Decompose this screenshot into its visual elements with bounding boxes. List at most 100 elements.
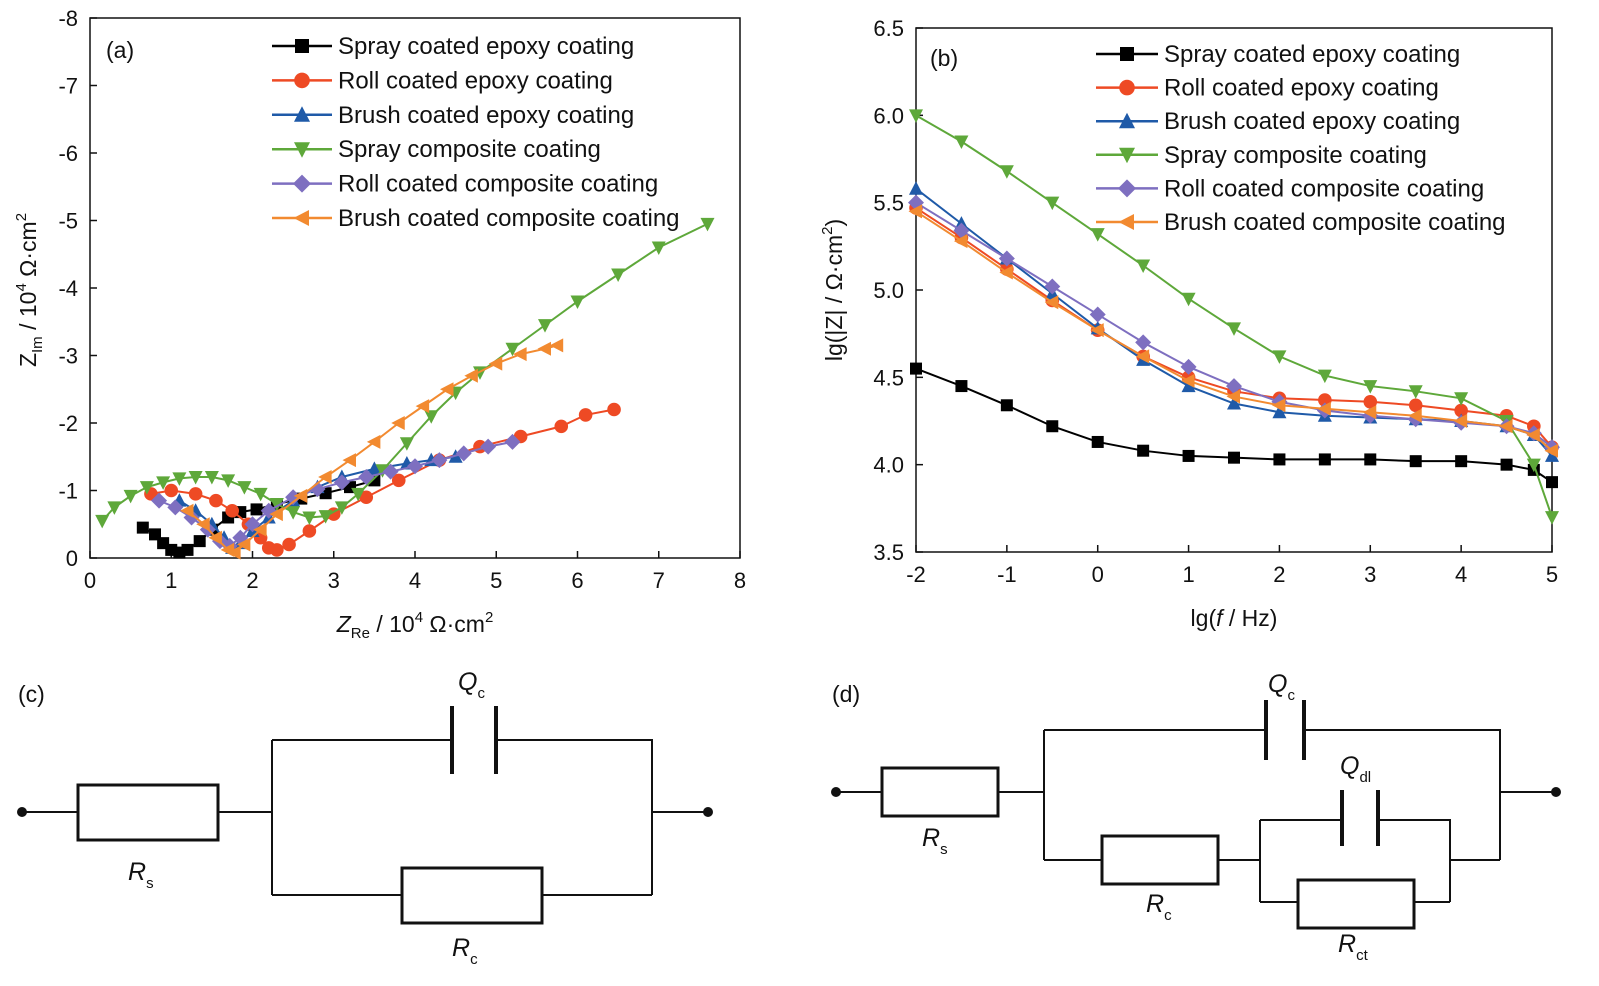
nyquist-data-point [455,445,472,462]
nyquist-data-point [407,458,423,475]
label-rc-d: Rc [1146,890,1172,924]
nyquist-data-point [225,503,239,518]
bode-x-tick-label: 4 [1455,562,1467,587]
nyquist-legend-label: Spray composite coating [338,136,601,163]
nyquist-data-point [366,434,381,449]
bode-data-point [1090,323,1104,338]
nyquist-legend-label: Brush coated epoxy coating [338,102,634,129]
bode-data-point [909,181,923,195]
bode-data-point [1226,389,1240,404]
bode-y-tick-label: 3.5 [873,540,904,565]
label-rs-d: Rs [922,824,948,858]
bode-data-point [1318,453,1331,466]
nyquist-data-point [208,530,222,545]
bode-legend-swatch-marker [1118,214,1134,230]
nyquist-legend-label: Roll coated composite coating [338,171,658,198]
bode-y-axis-label: lg(|Z| / Ω·cm2) [819,219,847,361]
label-rs-c: Rs [128,858,154,892]
nyquist-y-tick-label: -7 [58,74,78,99]
bode-data-point [1181,378,1196,393]
panel-label-d: (d) [832,681,860,707]
nyquist-x-tick-label: 2 [246,568,258,593]
bode-data-point [1044,278,1061,295]
bode-data-point [955,380,968,393]
nyquist-data-point [156,476,171,490]
bode-data-point [1044,295,1059,310]
nyquist-data-point [227,545,241,560]
nyquist-x-ticks: 0 1 2 3 4 5 6 7 8 [84,551,746,593]
nyquist-data-point [269,507,283,522]
bode-x-tick-label: -1 [997,562,1017,587]
nyquist-data-point [391,473,406,488]
nyquist-data-point [193,535,206,548]
bode-data-point [1272,350,1287,364]
bode-data-point [953,234,968,249]
nyquist-data-point [431,452,448,469]
bode-legend-label: Spray composite coating [1164,142,1427,169]
nyquist-data-point [164,483,179,498]
bode-data-point [1408,398,1423,413]
nyquist-data-point [237,481,252,495]
bode-plot-frame [915,27,1553,553]
nyquist-data-point [204,471,219,485]
bode-data-point [1228,451,1240,464]
nyquist-legend-swatch-marker [293,174,311,193]
bode-data-point [910,362,922,375]
bode-data-point [1273,453,1286,466]
nyquist-x-tick-label: 5 [490,568,502,593]
bode-data-point [908,204,922,219]
bode-data-point [1454,392,1469,406]
nyquist-data-point [250,503,263,516]
nyquist-data-point [95,514,110,529]
nyquist-data-point [293,488,308,503]
nyquist-data-point [399,437,414,451]
nyquist-data-point [253,487,268,502]
nyquist-data-point [172,472,187,486]
bode-data-point [1526,458,1541,473]
bode-data-point [1455,455,1468,468]
bode-legend-swatch-marker [1119,147,1135,164]
nyquist-y-tick-label: 0 [66,546,78,571]
nyquist-data-point [180,503,194,518]
nyquist-data-point [302,524,317,538]
nyquist-data-point [424,410,439,424]
nyquist-data-point [415,399,430,414]
bode-data-point [1046,420,1059,433]
nyquist-legend-label: Brush coated composite coating [338,205,680,232]
nyquist-data-point [318,510,333,524]
nyquist-series-roll-composite [151,433,521,554]
bode-series-spray-composite [909,109,1559,525]
wires-d [836,729,1556,903]
bode-series-line [915,367,1553,483]
nyquist-x-axis-label: ZRe / 104 Ω·cm2 [336,609,494,642]
bode-y-tick-label: 4.5 [873,365,904,390]
nyquist-data-point [382,463,399,480]
bode-data-point [1137,444,1150,457]
bode-data-point [1272,404,1287,419]
nyquist-data-point [302,511,317,525]
nyquist-series [95,217,715,560]
label-qdl-d: Qdl [1340,752,1371,786]
bode-x-ticks: -2 -1 0 1 2 3 4 5 [906,545,1558,587]
bode-data-point [1136,259,1151,274]
nyquist-data-point [181,543,194,556]
nyquist-data-point [167,499,184,516]
bode-series [908,109,1560,525]
bode-data-point [1180,358,1197,375]
bode-legend-label: Brush coated epoxy coating [1164,108,1460,135]
bode-data-point [1091,435,1104,448]
bode-data-point [1045,196,1060,211]
bode-data-point [1363,380,1378,394]
nyquist-y-tick-label: -2 [58,411,78,436]
nyquist-data-point [123,489,138,504]
bode-y-tick-label: 6.0 [873,103,904,128]
bode-legend-label: Spray coated epoxy coating [1164,41,1460,68]
bode-data-point [999,265,1013,280]
bode-data-point [1135,349,1150,364]
label-rct-d: Rct [1338,930,1369,964]
bode-data-point [1362,405,1377,420]
nyquist-legend-entry: Roll coated composite coating [272,171,658,198]
bode-y-tick-label: 5.5 [873,191,904,216]
nyquist-data-point [139,481,154,495]
bode-x-axis-label: lg(f / Hz) [1191,605,1278,631]
